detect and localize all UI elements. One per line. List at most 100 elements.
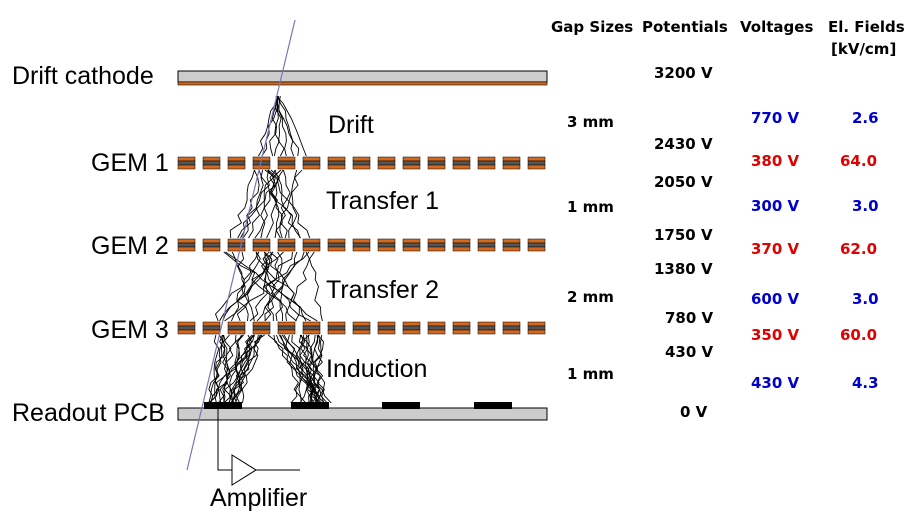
gem-segment	[452, 156, 471, 162]
potential-value: 0 V	[680, 403, 708, 421]
gem-segment	[227, 246, 246, 252]
gem-segment	[177, 238, 196, 244]
electron-track	[258, 169, 301, 239]
gem-segment	[302, 329, 321, 335]
gem-segment	[452, 246, 471, 252]
label-gem-1: GEM 1	[91, 149, 169, 177]
gem-segment	[427, 321, 446, 327]
gem-3-foil	[177, 321, 546, 335]
readout-pad	[291, 402, 329, 409]
gem-segment	[252, 325, 271, 331]
electron-track	[230, 251, 261, 322]
electron-track	[236, 251, 274, 322]
gem-segment	[402, 238, 421, 244]
gem-segment	[277, 164, 296, 170]
electron-track	[230, 334, 259, 404]
electron-track	[208, 334, 230, 404]
electron-track	[222, 334, 228, 404]
gem-segment	[477, 164, 496, 170]
gem-segment	[502, 325, 521, 331]
label-readout-pcb: Readout PCB	[12, 399, 165, 427]
gem-segment	[252, 246, 271, 252]
header-fields-unit: [kV/cm]	[831, 40, 896, 58]
gem-segment	[502, 246, 521, 252]
potential-value: 2050 V	[654, 173, 713, 191]
electron-track	[300, 334, 326, 404]
gap-size: 1 mm	[567, 198, 614, 216]
field-value: 3.0	[852, 290, 879, 308]
electron-track	[291, 334, 328, 404]
gem-segment	[427, 160, 446, 166]
header-potentials: Potentials	[642, 18, 728, 36]
gem-segment	[377, 164, 396, 170]
potential-value: 430 V	[665, 343, 714, 361]
gem-segment	[202, 156, 221, 162]
gem-segment	[252, 242, 271, 248]
gem-segment	[377, 246, 396, 252]
field-value: 60.0	[840, 326, 877, 344]
electron-track	[261, 95, 278, 157]
electron-track	[278, 95, 287, 157]
gem-segment	[302, 242, 321, 248]
gem-segment	[402, 160, 421, 166]
gem-segment	[177, 321, 196, 327]
voltage-value: 370 V	[751, 240, 800, 258]
label-transfer-1: Transfer 1	[326, 187, 439, 215]
gem-segment	[202, 329, 221, 335]
gap-size: 3 mm	[567, 113, 614, 131]
voltage-value: 350 V	[751, 326, 800, 344]
electron-track	[213, 334, 222, 404]
gem-segment	[302, 321, 321, 327]
electron-track	[229, 169, 255, 239]
gem-segment	[352, 156, 371, 162]
gap-size: 2 mm	[567, 288, 614, 306]
gem-segment	[352, 164, 371, 170]
electron-track	[260, 169, 275, 239]
electron-track	[292, 251, 310, 322]
gem-segment	[277, 321, 296, 327]
electron-track	[223, 334, 232, 404]
label-drift-region: Drift	[328, 111, 374, 139]
gem-segment	[202, 321, 221, 327]
gem-segment	[227, 160, 246, 166]
gem-segment	[402, 242, 421, 248]
gem-segment	[277, 325, 296, 331]
gem-segment	[352, 325, 371, 331]
gem-segment	[502, 242, 521, 248]
gem-segment	[527, 246, 546, 252]
gem-segment	[402, 164, 421, 170]
readout-pad	[204, 402, 242, 409]
electron-track	[267, 334, 323, 404]
gem-segment	[502, 156, 521, 162]
electron-track	[248, 169, 270, 239]
gem-segment	[527, 329, 546, 335]
electron-track	[237, 169, 264, 239]
gem-segment	[477, 242, 496, 248]
drift-cathode-plate	[177, 70, 548, 83]
gem-segment	[302, 160, 321, 166]
electron-track	[283, 334, 332, 404]
gem-segment	[427, 156, 446, 162]
gem-segment	[527, 156, 546, 162]
gem-segment	[327, 160, 346, 166]
field-value: 64.0	[840, 152, 877, 170]
gem-segment	[477, 329, 496, 335]
gem-segment	[327, 238, 346, 244]
gem-segment	[427, 246, 446, 252]
gem-segment	[427, 329, 446, 335]
electron-track	[277, 95, 295, 157]
electron-track	[235, 334, 244, 404]
gem-segment	[477, 238, 496, 244]
field-value: 4.3	[852, 374, 879, 392]
gem-segment	[527, 325, 546, 331]
label-amplifier: Amplifier	[210, 484, 307, 512]
gem-segment	[402, 156, 421, 162]
gem-segment	[502, 164, 521, 170]
potential-value: 1380 V	[654, 260, 713, 278]
gem-segment	[527, 238, 546, 244]
electron-track	[238, 334, 254, 404]
gem-segment	[202, 164, 221, 170]
field-value: 2.6	[852, 109, 879, 127]
